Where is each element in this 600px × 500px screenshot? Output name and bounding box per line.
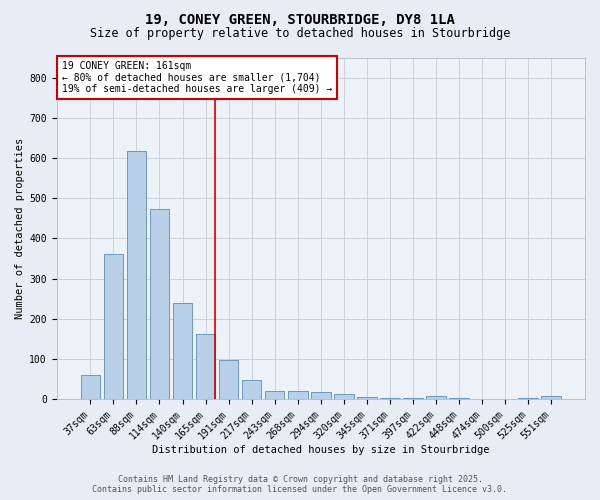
Bar xyxy=(541,396,561,399)
Bar xyxy=(334,394,353,399)
Bar xyxy=(426,396,446,399)
Bar xyxy=(104,254,123,399)
Bar xyxy=(311,392,331,399)
Text: Size of property relative to detached houses in Stourbridge: Size of property relative to detached ho… xyxy=(90,28,510,40)
Bar xyxy=(288,391,308,399)
Text: Contains HM Land Registry data © Crown copyright and database right 2025.
Contai: Contains HM Land Registry data © Crown c… xyxy=(92,474,508,494)
Bar xyxy=(242,380,262,399)
Bar xyxy=(380,398,400,399)
Bar xyxy=(449,398,469,399)
Bar xyxy=(149,208,169,399)
Bar xyxy=(80,375,100,399)
Text: 19, CONEY GREEN, STOURBRIDGE, DY8 1LA: 19, CONEY GREEN, STOURBRIDGE, DY8 1LA xyxy=(145,12,455,26)
X-axis label: Distribution of detached houses by size in Stourbridge: Distribution of detached houses by size … xyxy=(152,445,490,455)
Bar xyxy=(265,390,284,399)
Bar xyxy=(357,397,377,399)
Bar xyxy=(173,304,192,399)
Bar xyxy=(196,334,215,399)
Bar xyxy=(127,151,146,399)
Text: 19 CONEY GREEN: 161sqm
← 80% of detached houses are smaller (1,704)
19% of semi-: 19 CONEY GREEN: 161sqm ← 80% of detached… xyxy=(62,61,332,94)
Bar xyxy=(518,398,538,399)
Bar xyxy=(403,398,423,399)
Y-axis label: Number of detached properties: Number of detached properties xyxy=(15,138,25,319)
Bar xyxy=(219,360,238,399)
